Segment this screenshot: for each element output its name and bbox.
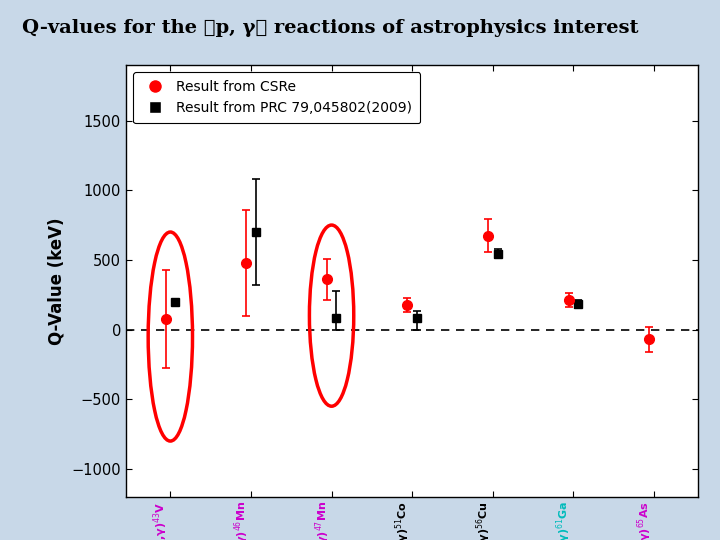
Text: $^{64}$Ge(p,γ)$^{65}$As: $^{64}$Ge(p,γ)$^{65}$As	[636, 501, 654, 540]
Legend: Result from CSRe, Result from PRC 79,045802(2009): Result from CSRe, Result from PRC 79,045…	[133, 72, 420, 123]
Y-axis label: Q-Value (keV): Q-Value (keV)	[48, 217, 66, 345]
Text: $^{46}$Cr(p,γ)$^{47}$Mn: $^{46}$Cr(p,γ)$^{47}$Mn	[313, 501, 332, 540]
Text: $^{42}$Ti(p,γ)$^{43}$V: $^{42}$Ti(p,γ)$^{43}$V	[152, 501, 171, 540]
Text: Q-values for the （p, γ） reactions of astrophysics interest: Q-values for the （p, γ） reactions of ast…	[22, 19, 638, 37]
Text: $^{60}$Zn(p,γ)$^{61}$Ga: $^{60}$Zn(p,γ)$^{61}$Ga	[555, 501, 573, 540]
Text: $^{45}$Cr(p,γ)$^{46}$Mn: $^{45}$Cr(p,γ)$^{46}$Mn	[233, 501, 251, 540]
Text: $^{55}$Ni(p,γ)$^{56}$Cu: $^{55}$Ni(p,γ)$^{56}$Cu	[474, 501, 492, 540]
Text: $^{50}$Fe(p,γ)$^{51}$Co: $^{50}$Fe(p,γ)$^{51}$Co	[394, 501, 412, 540]
